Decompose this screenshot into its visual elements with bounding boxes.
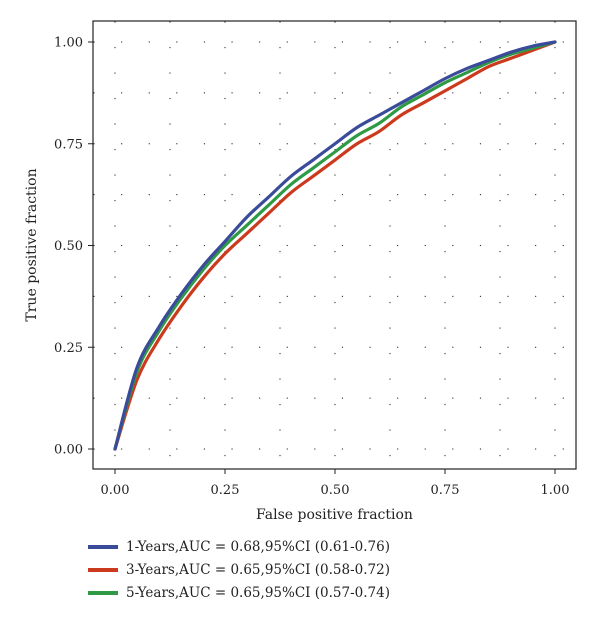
grid-dots — [93, 21, 576, 469]
x-tick-label: 0.50 — [321, 483, 350, 498]
legend-swatch — [88, 544, 118, 549]
legend: 1-Years,AUC = 0.68,95%CI (0.61-0.76) 3-Ye… — [88, 535, 390, 604]
legend-label: 3-Years,AUC = 0.65,95%CI (0.58-0.72) — [126, 561, 390, 578]
legend-item: 3-Years,AUC = 0.65,95%CI (0.58-0.72) — [88, 558, 390, 581]
y-tick-label: 0.50 — [54, 239, 83, 254]
x-tick-label: 1.00 — [541, 483, 570, 498]
y-tick-label: 0.00 — [54, 443, 83, 458]
x-axis-title: False positive fraction — [256, 507, 413, 523]
y-tick-label: 1.00 — [54, 36, 83, 51]
legend-swatch — [88, 567, 118, 572]
roc-curve-1 — [113, 40, 557, 451]
roc-curves — [113, 40, 557, 451]
x-tick-label: 0.25 — [211, 483, 240, 498]
legend-swatch — [88, 590, 118, 595]
axis-ticks: 0.00 0.25 0.50 0.75 1.00 0.00 0.25 0.50 0.75 1.00 — [54, 36, 569, 499]
roc-curve-3 — [113, 40, 557, 451]
x-tick-label: 0.75 — [431, 483, 460, 498]
roc-chart: 0.00 0.25 0.50 0.75 1.00 0.00 0.25 0.50 0.75 1.00… — [24, 20, 577, 523]
y-tick-label: 0.25 — [54, 341, 83, 356]
roc-curve-2 — [113, 40, 557, 451]
y-tick-label: 0.75 — [54, 137, 83, 152]
x-tick-label: 0.00 — [101, 483, 130, 498]
legend-item: 1-Years,AUC = 0.68,95%CI (0.61-0.76) — [88, 535, 390, 558]
y-axis-title: True positive fraction — [24, 168, 40, 321]
legend-label: 5-Years,AUC = 0.65,95%CI (0.57-0.74) — [126, 584, 390, 601]
plot-frame — [92, 20, 577, 470]
legend-label: 1-Years,AUC = 0.68,95%CI (0.61-0.76) — [126, 538, 390, 555]
legend-item: 5-Years,AUC = 0.65,95%CI (0.57-0.74) — [88, 581, 390, 604]
